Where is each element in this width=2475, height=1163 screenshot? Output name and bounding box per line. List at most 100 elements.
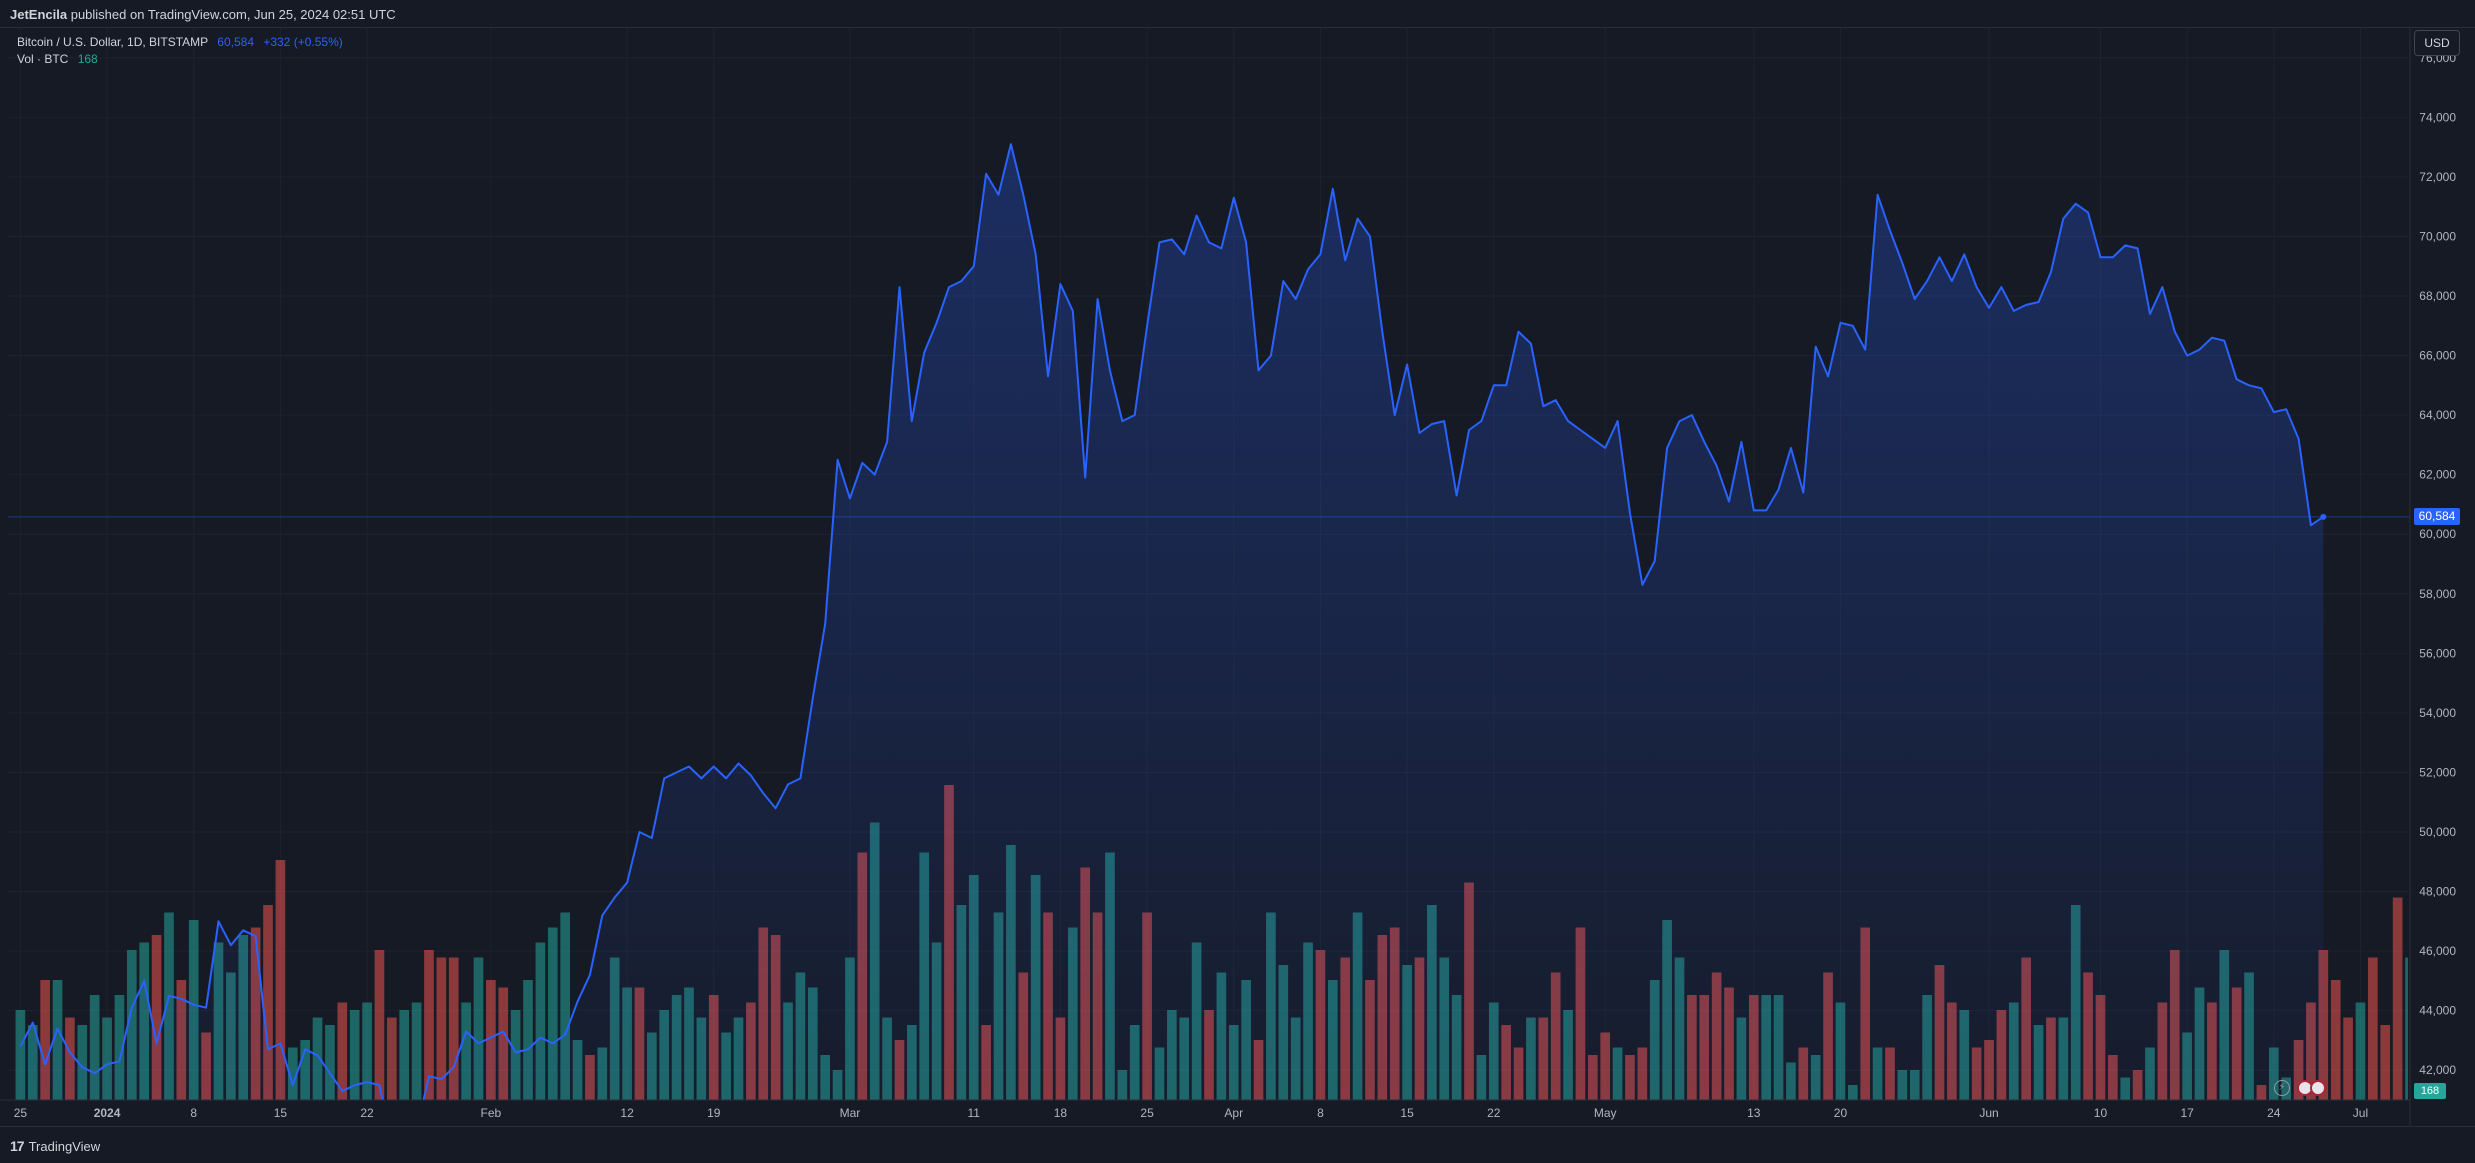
- volume-tag: 168: [2414, 1083, 2446, 1099]
- footer: 17 TradingView: [0, 1126, 2475, 1163]
- price-line: [19, 143, 2324, 1100]
- tradingview-brand[interactable]: 17 TradingView: [10, 1138, 100, 1154]
- volume-bar: [399, 1010, 410, 1100]
- y-tick-label: 60,000: [2419, 527, 2456, 541]
- time-axis[interactable]: 25 2024 8 15 22 Feb 12 19 Mar 11 18 25 Apr 8 15 22 May 13…: [14, 1106, 2368, 1120]
- y-tick-label: 68,000: [2419, 289, 2456, 303]
- y-tick-label: 50,000: [2419, 825, 2456, 839]
- y-tick-label: 46,000: [2419, 944, 2456, 958]
- y-tick-label: 74,000: [2419, 110, 2456, 124]
- us-flag-event-icon-2[interactable]: [2310, 1080, 2326, 1096]
- x-tick-label: 25: [1140, 1106, 1154, 1120]
- volume-bar: [535, 942, 546, 1100]
- volume-bar: [349, 1010, 360, 1100]
- x-tick-label: 15: [1400, 1106, 1414, 1120]
- price-change: +332 (+0.55%): [263, 35, 343, 49]
- tradingview-logo-icon: 17: [10, 1138, 25, 1154]
- volume-bar: [2343, 1017, 2353, 1100]
- volume-bar: [374, 950, 385, 1100]
- price-area-fill: [20, 144, 2324, 1100]
- price-area: [19, 143, 2327, 1100]
- x-tick-label: 15: [274, 1106, 288, 1120]
- x-tick-label: 8: [1317, 1106, 1324, 1120]
- volume-bar: [547, 927, 558, 1100]
- volume-bar: [40, 980, 50, 1100]
- volume-bar: [2318, 950, 2329, 1100]
- x-tick-label: 19: [707, 1106, 721, 1120]
- volume-bar: [2355, 1002, 2366, 1100]
- x-tick-label: Jun: [1979, 1106, 1998, 1120]
- volume-bar: [411, 1002, 422, 1100]
- volume-bar: [325, 1025, 335, 1100]
- chart-legend: Bitcoin / U.S. Dollar, 1D, BITSTAMP 60,5…: [17, 34, 343, 68]
- lightning-icon[interactable]: ⚡: [2274, 1080, 2290, 1096]
- x-tick-label: 11: [968, 1106, 981, 1120]
- volume-bar: [2368, 957, 2378, 1100]
- x-tick-label: 10: [2094, 1106, 2108, 1120]
- x-tick-label: 18: [1054, 1106, 1068, 1120]
- volume-bar: [2405, 957, 2408, 1100]
- volume-bar: [424, 950, 434, 1100]
- x-tick-label: 8: [190, 1106, 197, 1120]
- y-tick-label: 44,000: [2419, 1004, 2456, 1018]
- volume-bar: [77, 1025, 88, 1100]
- volume-bar: [523, 980, 533, 1100]
- volume-bar: [263, 905, 273, 1100]
- volume-bar: [560, 912, 570, 1100]
- x-tick-label: 17: [2180, 1106, 2194, 1120]
- volume-legend-row[interactable]: Vol · BTC 168: [17, 51, 343, 68]
- volume-bar: [151, 935, 162, 1100]
- last-price-tag: 60,584: [2414, 508, 2460, 526]
- x-tick-label: 20: [1834, 1106, 1848, 1120]
- y-tick-label: 58,000: [2419, 587, 2456, 601]
- symbol-name: Bitcoin / U.S. Dollar, 1D, BITSTAMP: [17, 35, 208, 49]
- x-tick-label: 22: [1487, 1106, 1501, 1120]
- volume-label: Vol · BTC: [17, 52, 69, 66]
- x-tick-label: Feb: [481, 1106, 502, 1120]
- x-tick-label: May: [1594, 1106, 1617, 1120]
- volume-bar: [89, 995, 100, 1100]
- volume-bar: [114, 995, 125, 1100]
- last-price-dot: [2320, 513, 2327, 520]
- volume-bar: [2380, 1025, 2391, 1100]
- x-tick-label: 25: [14, 1106, 28, 1120]
- published-text: JetEncila published on TradingView.com, …: [10, 7, 396, 22]
- published-header: JetEncila published on TradingView.com, …: [0, 0, 2475, 28]
- x-tick-label: Jul: [2353, 1106, 2368, 1120]
- y-tick-label: 70,000: [2419, 229, 2456, 243]
- y-tick-label: 54,000: [2419, 706, 2456, 720]
- price-axis[interactable]: 42,000 44,000 46,000 48,000 50,000 52,000 54,0…: [2419, 51, 2456, 1077]
- y-tick-label: 72,000: [2419, 170, 2456, 184]
- volume-value: 168: [77, 52, 98, 66]
- volume-bar: [436, 957, 447, 1100]
- author-name[interactable]: JetEncila: [10, 7, 68, 22]
- volume-bar: [2330, 980, 2341, 1100]
- volume-bar: [448, 957, 459, 1100]
- y-tick-label: 64,000: [2419, 408, 2456, 422]
- y-tick-label: 42,000: [2419, 1063, 2456, 1077]
- volume-bar: [473, 957, 484, 1100]
- volume-bar: [102, 1017, 112, 1100]
- x-tick-label: 2024: [94, 1106, 121, 1120]
- symbol-legend-row[interactable]: Bitcoin / U.S. Dollar, 1D, BITSTAMP 60,5…: [17, 34, 343, 51]
- x-tick-label: Mar: [840, 1106, 861, 1120]
- volume-bar: [15, 1010, 26, 1100]
- volume-bar: [362, 1002, 372, 1100]
- brand-name: TradingView: [28, 1138, 101, 1154]
- volume-bar: [287, 1047, 298, 1100]
- volume-bar: [275, 860, 286, 1100]
- x-tick-label: 12: [620, 1106, 634, 1120]
- volume-bar: [337, 1002, 348, 1100]
- volume-bar: [2392, 897, 2403, 1100]
- x-tick-label: 24: [2267, 1106, 2281, 1120]
- y-tick-label: 62,000: [2419, 468, 2456, 482]
- x-tick-label: 13: [1747, 1106, 1761, 1120]
- last-price: 60,584: [217, 35, 254, 49]
- volume-bar: [386, 1017, 397, 1100]
- y-tick-label: 52,000: [2419, 765, 2456, 779]
- y-tick-label: 56,000: [2419, 646, 2456, 660]
- currency-button[interactable]: USD: [2414, 30, 2460, 56]
- y-tick-label: 66,000: [2419, 349, 2456, 363]
- y-tick-label: 48,000: [2419, 885, 2456, 899]
